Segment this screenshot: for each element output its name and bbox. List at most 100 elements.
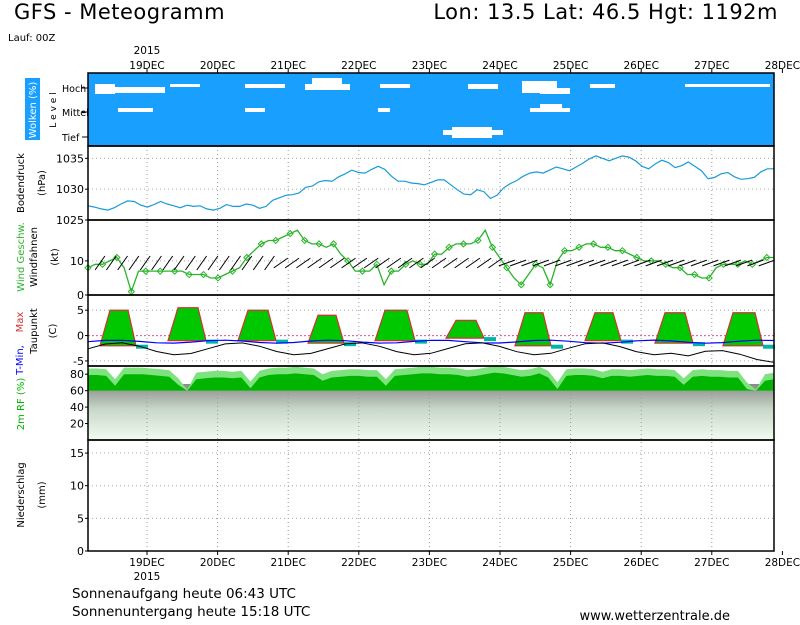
x-tick-label-bottom: 26DEC (623, 557, 658, 569)
wind-barb (509, 259, 527, 267)
temp-max-block (654, 312, 694, 344)
y-tick-label-pressure: 1025 (56, 214, 84, 227)
wind-barb (543, 259, 561, 267)
temp-min-title: T-Min, (15, 345, 26, 376)
wind-barb (386, 257, 402, 269)
precip-axis-title: Niederschlag (16, 462, 27, 527)
x-tick-label-top: 28DEC (765, 60, 800, 72)
cloud-patch (95, 84, 115, 94)
location-readout: Lon: 13.5 Lat: 46.5 Hgt: 1192m (433, 0, 778, 24)
wind-marker (170, 267, 179, 275)
dewpoint-line (87, 342, 775, 363)
x-tick-label-bottom: 27DEC (694, 557, 729, 569)
wind-barb (330, 257, 345, 269)
temp-min-block (415, 339, 427, 344)
wind-barb (363, 257, 379, 269)
temp-max-block (374, 309, 416, 342)
wind-barb (241, 255, 253, 271)
y-tick-label-rh: 60 (70, 385, 84, 398)
wind-barb (465, 257, 481, 269)
wind-marker (734, 260, 742, 269)
y-tick-label-pressure: 1030 (56, 183, 84, 196)
wind-marker (488, 243, 497, 251)
cloud-patch (118, 108, 153, 112)
x-tick-label-bottom: 21DEC (270, 557, 305, 569)
temp-min-line (87, 339, 775, 344)
wind-barb (196, 255, 208, 271)
wind-barb (758, 259, 775, 267)
cloud-patch (312, 78, 342, 88)
wind-barb (420, 257, 435, 269)
panel-frame-wind (87, 219, 775, 296)
wind-barb (622, 259, 640, 267)
wind-barb (307, 257, 322, 269)
wind-barb (230, 255, 241, 271)
wind-marker (560, 246, 569, 255)
wind-barb (521, 259, 538, 267)
wind-barb (185, 255, 196, 271)
cloud-level-hoch: Hoch (62, 84, 86, 95)
y-tick-label-temp: 5 (77, 304, 84, 317)
x-tick-label-top: 25DEC (553, 60, 588, 72)
cloud-cover-background (88, 73, 774, 146)
wind-marker (503, 264, 511, 272)
x-tick-label-bottom: 23DEC (412, 557, 447, 569)
wind-marker (185, 270, 193, 279)
dewpoint-title: Taupunkt (29, 308, 40, 355)
cloud-patch (590, 84, 615, 88)
wind-marker (517, 281, 525, 289)
cloud-patch (540, 88, 570, 94)
wind-marker (156, 267, 164, 275)
wind-marker (474, 236, 482, 245)
wind-barb (296, 257, 311, 269)
wind-marker (142, 267, 150, 275)
wind-marker (604, 243, 612, 251)
wind-barb (252, 255, 264, 271)
cloud-patch (468, 84, 498, 89)
temp-max-block (444, 319, 485, 339)
wind-marker (214, 274, 222, 282)
pressure-line (87, 155, 774, 211)
temp-unit: (C) (48, 324, 59, 339)
wind-marker (402, 260, 410, 269)
temp-min-block (206, 339, 218, 344)
y-tick-label-temp: 0 (77, 330, 84, 343)
cloud-patch (245, 84, 285, 88)
temp-min-block (484, 337, 496, 342)
temp-max-block (99, 309, 137, 347)
precip-unit: (mm) (37, 481, 48, 508)
temp-min-block (763, 344, 775, 349)
wind-barb (600, 259, 617, 267)
wind-barb (611, 259, 628, 267)
wind-barb (318, 257, 334, 269)
temp-max-block (514, 312, 552, 347)
y-tick-label-wind: 0 (77, 289, 84, 302)
pressure-unit: (hPa) (37, 170, 48, 196)
temp-min-block (344, 342, 356, 347)
wind-marker (315, 240, 323, 248)
wind-barb (409, 257, 424, 269)
sunrise-text: Sonnenaufgang heute 06:43 UTC (72, 586, 296, 602)
cloud-patch (750, 84, 770, 87)
wind-barb (273, 257, 289, 269)
x-tick-label-top: 24DEC (482, 60, 517, 72)
wind-marker (358, 267, 367, 275)
website-link[interactable]: www.wetterzentrale.de (579, 609, 730, 624)
wind-barb (341, 257, 356, 269)
wind-barb (218, 255, 230, 271)
wind-barb (431, 257, 447, 269)
temp-max-title: Max (15, 312, 26, 333)
wind-barb (645, 259, 662, 267)
model-run-label: Lauf: 00Z (8, 33, 56, 44)
y-tick-label-rh: 40 (70, 401, 84, 414)
wind-barb (128, 255, 140, 271)
wind-barb (454, 257, 469, 269)
wind-barb (747, 259, 764, 267)
cloud-patch (305, 84, 350, 90)
x-tick-label-bottom: 22DEC (341, 557, 376, 569)
year-label-top: 2015 (134, 45, 161, 57)
y-tick-label-precip: 0 (77, 545, 84, 558)
wind-marker (618, 246, 627, 255)
cloud-patch (105, 87, 165, 93)
wind-barb (566, 259, 583, 267)
